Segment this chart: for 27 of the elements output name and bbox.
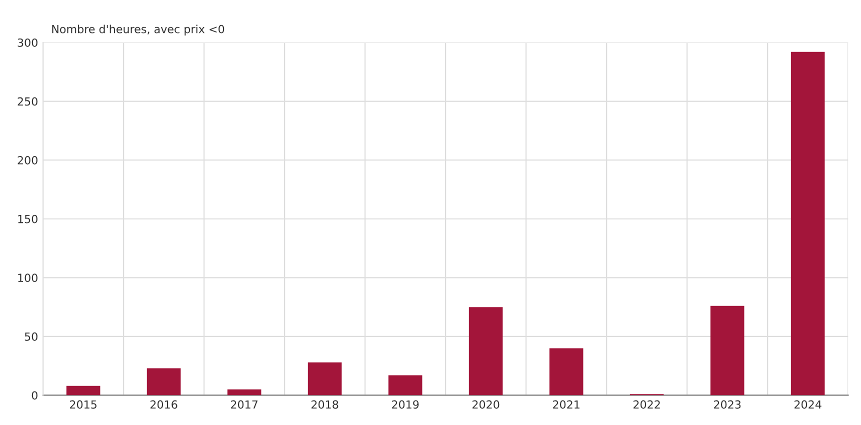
x-tick-label: 2019: [392, 400, 419, 409]
x-tick-label: 2018: [311, 400, 338, 409]
bar: [468, 307, 503, 396]
x-tick-label: 2015: [70, 400, 96, 409]
bar: [710, 306, 744, 396]
bar: [549, 348, 584, 396]
bar: [790, 52, 825, 396]
bar: [388, 375, 422, 396]
x-tick-label: 2021: [553, 400, 580, 409]
y-tick-label: 50: [24, 332, 38, 341]
bar: [146, 368, 181, 396]
y-tick-label: 100: [18, 274, 38, 282]
x-tick-label: 2020: [472, 400, 500, 409]
x-tick-label: 2016: [150, 400, 178, 409]
bar: [66, 386, 100, 396]
y-tick-label: 0: [32, 391, 38, 400]
y-axis-title: Nombre d'heures, avec prix <0: [52, 24, 224, 36]
x-tick-label: 2023: [714, 400, 741, 409]
y-tick-label: 150: [18, 214, 38, 224]
bar: [308, 362, 342, 396]
y-tick-label: 250: [18, 97, 38, 106]
y-tick-label: 300: [18, 38, 38, 47]
bar: [227, 389, 262, 396]
y-tick-label: 200: [18, 156, 38, 164]
x-tick-label: 2022: [634, 400, 660, 409]
x-tick-label: 2017: [230, 400, 258, 409]
x-tick-label: 2024: [794, 400, 822, 409]
